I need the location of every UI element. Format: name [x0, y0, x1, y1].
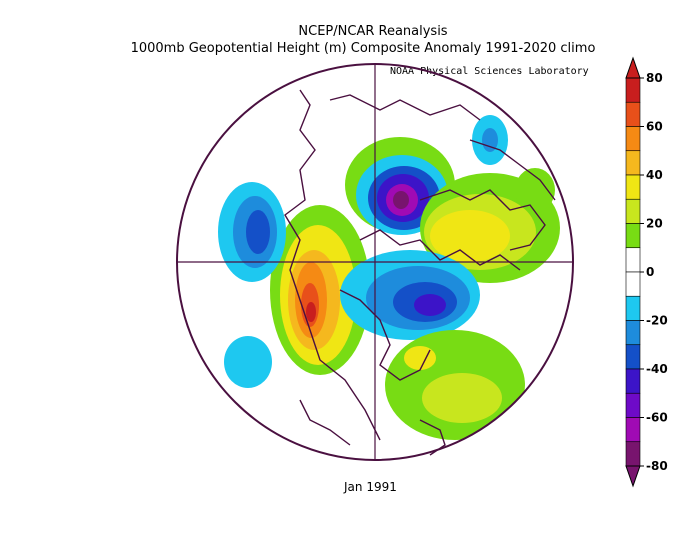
colorbar-segment [625, 271, 641, 297]
colorbar-segment [625, 417, 641, 443]
colorbar-segment [625, 174, 641, 200]
anomaly-patch [430, 210, 510, 262]
anomaly-patch [393, 191, 409, 209]
colorbar-tick-label: 20 [646, 217, 663, 231]
colorbar-tick-label: 0 [646, 265, 654, 279]
colorbar-segment [625, 198, 641, 224]
colorbar-tick-label: 40 [646, 168, 663, 182]
colorbar-segment [625, 247, 641, 273]
colorbar-segment [625, 320, 641, 346]
anomaly-patch [422, 373, 502, 423]
colorbar-tick-label: -60 [646, 411, 668, 425]
title-line-1: NCEP/NCAR Reanalysis [298, 24, 448, 39]
title-line-2: 1000mb Geopotential Height (m) Composite… [130, 41, 596, 56]
colorbar-segment [625, 77, 641, 103]
colorbar-tick-label: -40 [646, 362, 668, 376]
colorbar-segment [625, 295, 641, 321]
colorbar-tick-label: -80 [646, 459, 668, 473]
anomaly-patch [246, 210, 270, 254]
colorbar-tick-label: 80 [646, 71, 663, 85]
colorbar-tick-label: -20 [646, 314, 668, 328]
anomaly-patch [404, 346, 436, 370]
colorbar-tick-label: 60 [646, 120, 663, 134]
anomaly-patch [414, 294, 446, 316]
colorbar-segment [625, 441, 641, 467]
colorbar-segment [625, 150, 641, 176]
colorbar-min-arrow [625, 465, 641, 488]
map-boundary [176, 63, 574, 461]
credit-label: NOAA Physical Sciences Laboratory [390, 66, 589, 77]
colorbar-segment [625, 368, 641, 394]
coastlines [284, 89, 556, 456]
anomaly-patch [515, 168, 555, 212]
date-caption: Jan 1991 [344, 480, 397, 494]
colorbar-segment [625, 223, 641, 249]
anomaly-field [218, 115, 560, 440]
anomaly-patch [306, 302, 316, 322]
colorbar-segment [625, 344, 641, 370]
colorbar-segment [625, 126, 641, 152]
colorbar-segment [625, 101, 641, 127]
colorbar-segment [625, 392, 641, 418]
colorbar-max-arrow [625, 56, 641, 79]
anomaly-patch [224, 336, 272, 388]
